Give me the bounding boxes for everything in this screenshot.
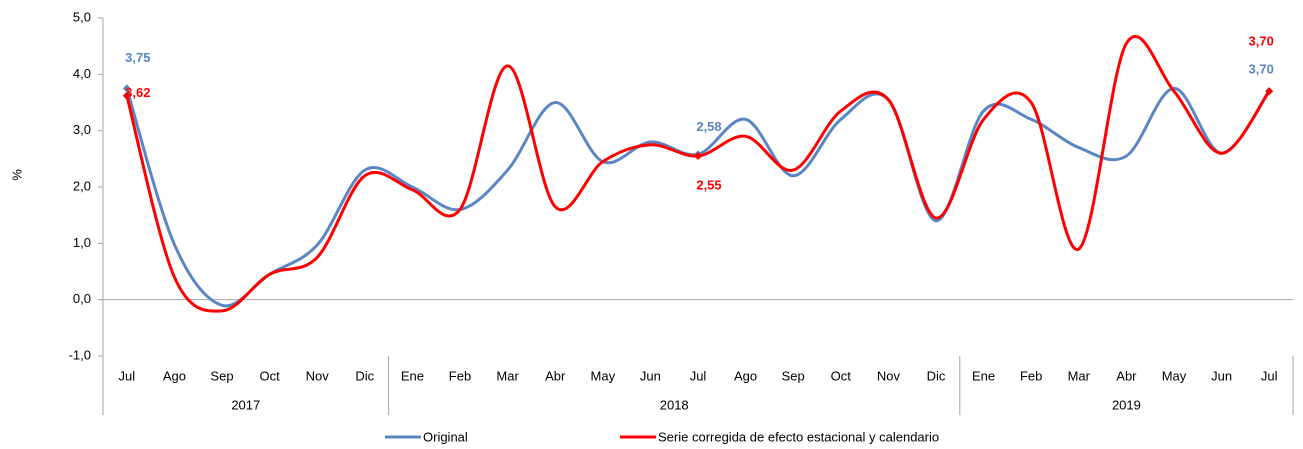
y-tick-label: 1,0 bbox=[73, 235, 91, 250]
legend-label: Serie corregida de efecto estacional y c… bbox=[658, 429, 939, 444]
marker bbox=[694, 152, 702, 161]
y-tick-label: -1,0 bbox=[69, 347, 91, 362]
y-tick-label: 5,0 bbox=[73, 9, 91, 24]
x-tick-label: Jul bbox=[118, 368, 135, 383]
x-tick-label: Oct bbox=[831, 368, 852, 383]
x-tick-label: Ene bbox=[972, 368, 995, 383]
x-tick-label: Dic bbox=[927, 368, 946, 383]
y-tick-label: 3,0 bbox=[73, 122, 91, 137]
x-tick-label: Jun bbox=[1211, 368, 1232, 383]
x-tick-label: Jul bbox=[1261, 368, 1278, 383]
x-tick-label: Feb bbox=[449, 368, 471, 383]
y-tick-label: 0,0 bbox=[73, 291, 91, 306]
x-tick-label: Jun bbox=[640, 368, 661, 383]
marker bbox=[122, 84, 131, 93]
data-label: 2,55 bbox=[696, 177, 721, 192]
data-label: 3,62 bbox=[125, 85, 150, 100]
x-tick-label: Abr bbox=[545, 368, 566, 383]
data-label: 3,70 bbox=[1249, 34, 1274, 49]
x-tick-label: Nov bbox=[877, 368, 901, 383]
series-line bbox=[125, 86, 1271, 308]
x-tick-label: Nov bbox=[306, 368, 330, 383]
x-tick-label: Mar bbox=[496, 368, 519, 383]
group-label: 2018 bbox=[660, 397, 689, 412]
x-tick-label: Jul bbox=[690, 368, 707, 383]
y-tick-label: 4,0 bbox=[73, 66, 91, 81]
marker bbox=[122, 91, 131, 100]
data-label: 2,58 bbox=[696, 119, 721, 134]
legend-label: Original bbox=[423, 429, 468, 444]
x-tick-label: Feb bbox=[1020, 368, 1042, 383]
x-tick-label: May bbox=[1162, 368, 1187, 383]
x-tick-label: Abr bbox=[1116, 368, 1137, 383]
data-label: 3,70 bbox=[1249, 62, 1274, 77]
x-tick-label: Dic bbox=[355, 368, 374, 383]
x-tick-label: Ago bbox=[163, 368, 186, 383]
x-tick-label: Sep bbox=[782, 368, 805, 383]
x-tick-label: Sep bbox=[210, 368, 233, 383]
x-tick-label: Oct bbox=[259, 368, 280, 383]
y-tick-label: 2,0 bbox=[73, 178, 91, 193]
series-line bbox=[125, 34, 1271, 313]
group-label: 2019 bbox=[1112, 397, 1141, 412]
x-tick-label: May bbox=[591, 368, 616, 383]
data-label: 3,75 bbox=[125, 50, 150, 65]
marker bbox=[1265, 87, 1274, 96]
y-axis-label: % bbox=[9, 169, 24, 181]
x-tick-label: Ago bbox=[734, 368, 757, 383]
x-tick-label: Ene bbox=[401, 368, 424, 383]
group-label: 2017 bbox=[231, 397, 260, 412]
x-tick-label: Mar bbox=[1068, 368, 1091, 383]
